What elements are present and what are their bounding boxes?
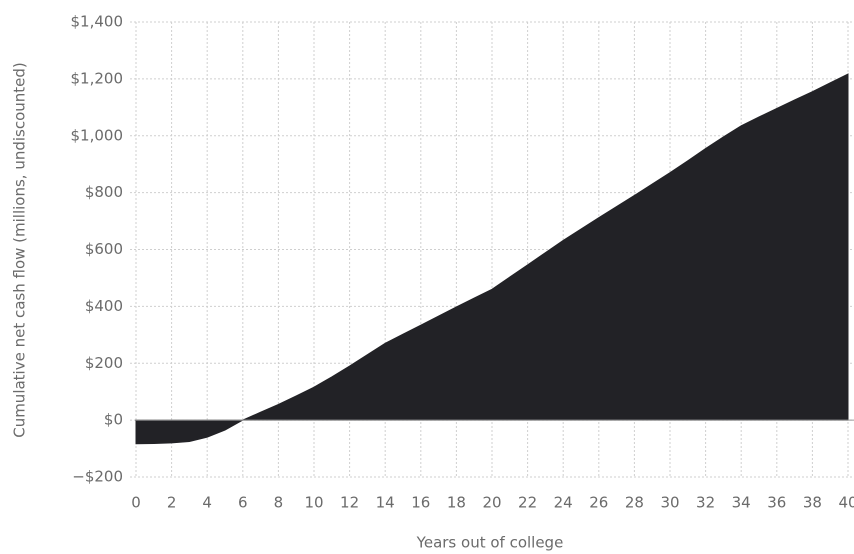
x-tick-label: 20 <box>482 494 501 512</box>
y-tick-label: $800 <box>85 183 123 201</box>
y-tick-label: $0 <box>104 411 123 429</box>
y-tick-label: −$200 <box>72 468 123 486</box>
y-tick-label: $400 <box>85 297 123 315</box>
x-tick-label: 40 <box>838 494 854 512</box>
x-tick-label: 36 <box>767 494 786 512</box>
x-tick-label: 16 <box>411 494 430 512</box>
y-tick-label: $200 <box>85 354 123 372</box>
x-tick-label: 30 <box>660 494 679 512</box>
y-tick-label: $1,200 <box>71 69 124 87</box>
x-tick-label: 32 <box>696 494 715 512</box>
x-axis-title: Years out of college <box>416 534 564 552</box>
x-tick-label: 26 <box>589 494 608 512</box>
x-tick-label: 18 <box>447 494 466 512</box>
x-tick-label: 2 <box>167 494 177 512</box>
area <box>135 73 849 445</box>
x-tick-label: 34 <box>732 494 751 512</box>
x-tick-label: 14 <box>376 494 395 512</box>
x-tick-label: 10 <box>304 494 323 512</box>
x-tick-label: 6 <box>238 494 248 512</box>
x-tick-label: 0 <box>131 494 141 512</box>
y-tick-label: $600 <box>85 240 123 258</box>
y-axis-title: Cumulative net cash flow (millions, undi… <box>11 62 29 438</box>
x-tick-label: 28 <box>625 494 644 512</box>
y-tick-label: $1,400 <box>71 13 124 31</box>
x-tick-label: 38 <box>803 494 822 512</box>
x-tick-label: 4 <box>202 494 212 512</box>
x-tick-label: 12 <box>340 494 359 512</box>
y-tick-label: $1,000 <box>71 126 124 144</box>
x-tick-label: 22 <box>518 494 537 512</box>
x-tick-label: 8 <box>274 494 284 512</box>
x-tick-label: 24 <box>554 494 573 512</box>
